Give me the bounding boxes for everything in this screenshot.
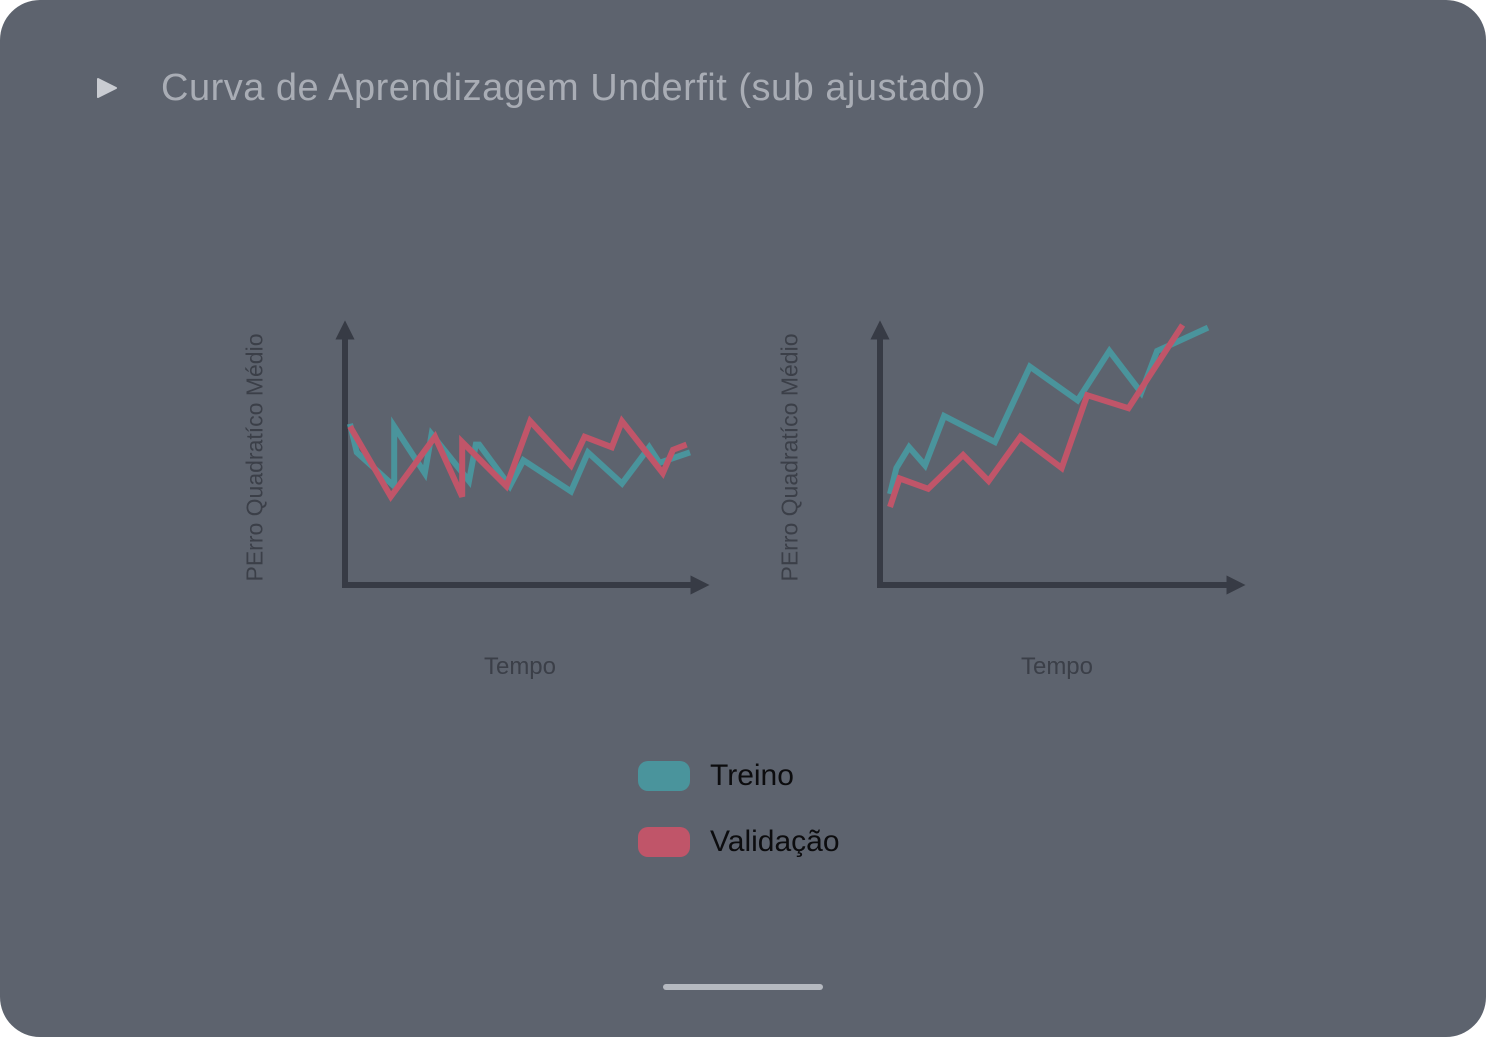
chart-2-series-validacao-line [887,323,1186,508]
chart-2-series-treino-line [887,324,1210,495]
legend-swatch-treino [638,761,690,791]
legend-swatch-validacao [638,827,690,857]
section-header[interactable]: Curva de Aprendizagem Underfit (sub ajus… [95,60,986,116]
legend-item-treino[interactable]: Treino [638,756,840,796]
chart-1-y-axis-label: PErro Quadratíco Médio [241,333,268,582]
legend-item-validacao[interactable]: Validação [638,822,840,862]
page-title: Curva de Aprendizagem Underfit (sub ajus… [161,66,987,109]
legend-label-treino: Treino [710,759,794,792]
chart-1-x-axis-label: Tempo [483,653,557,680]
chart-2-x-axis-label: Tempo [1020,653,1094,680]
chart-2 [870,320,1246,595]
chart-2-y-axis-label: PErro Quadratíco Médio [776,333,803,582]
play-icon[interactable] [95,76,119,100]
home-indicator[interactable] [663,984,823,990]
legend-label-validacao: Validação [710,825,840,858]
chart-1 [335,320,710,595]
legend: Treino Validação [638,756,840,888]
chart-1-series-treino-line [347,416,691,496]
chart-1-series-validacao-line [347,415,688,503]
